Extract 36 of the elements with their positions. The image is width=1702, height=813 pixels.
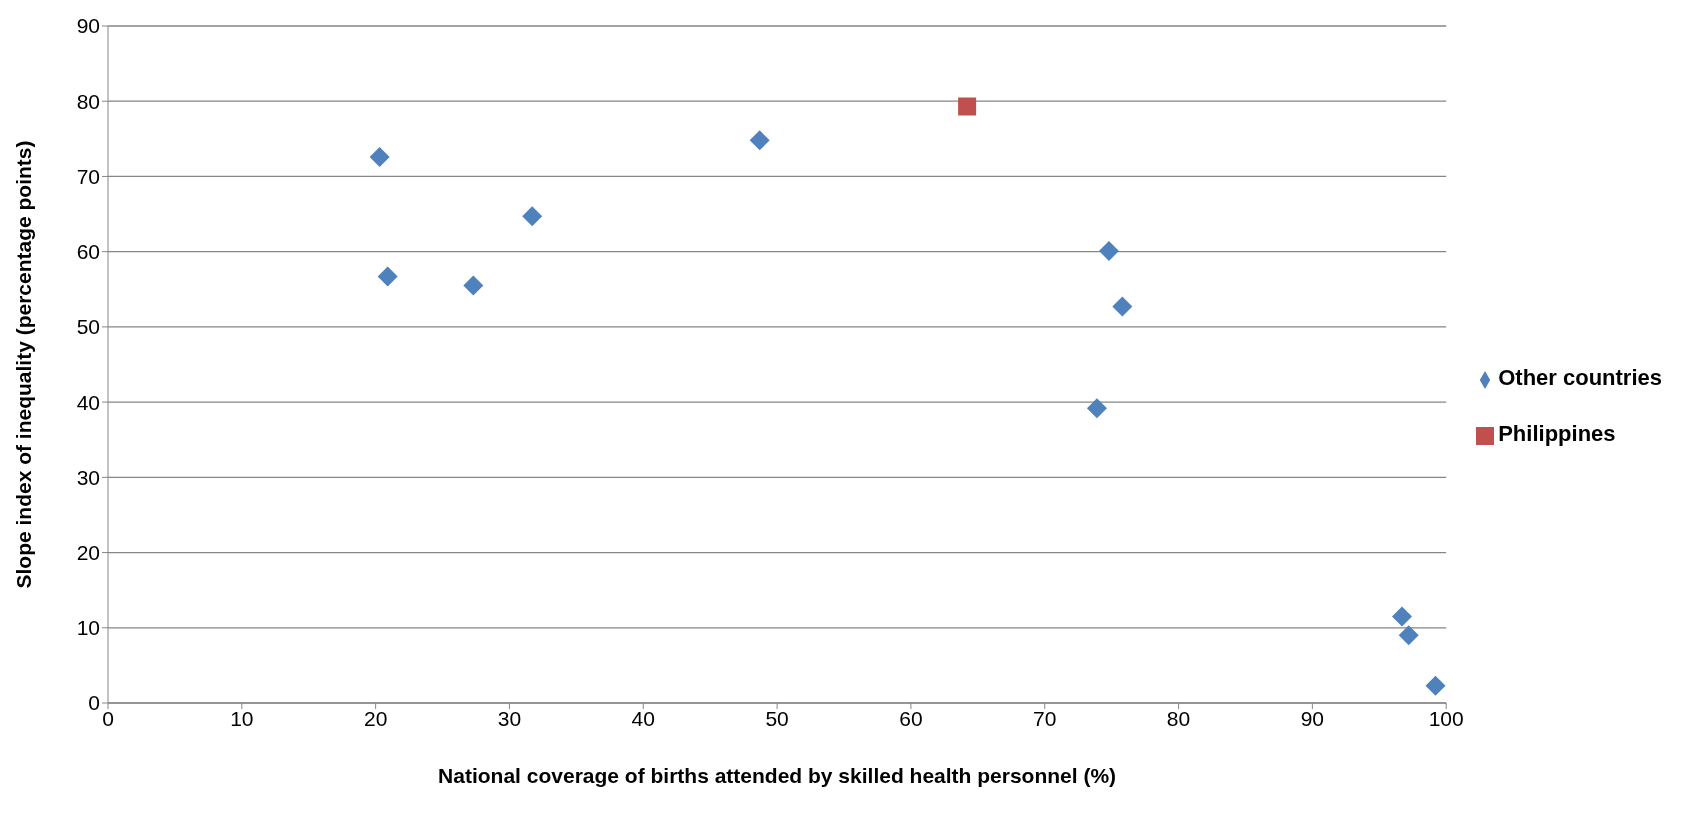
- point: [463, 275, 484, 296]
- point: [377, 266, 398, 287]
- legend-label: Other countries: [1498, 364, 1662, 390]
- x-tick-label: 100: [1428, 706, 1464, 730]
- x-tick-label: 80: [1166, 706, 1191, 730]
- y-tick-label: 10: [76, 616, 100, 640]
- y-tick-label: 20: [76, 541, 100, 565]
- x-tick-label: 90: [1300, 706, 1325, 730]
- y-tick-label: 40: [76, 390, 100, 414]
- point: [1112, 296, 1133, 317]
- y-tick-label: 0: [88, 691, 100, 715]
- x-tick-label: 30: [497, 706, 522, 730]
- x-tick-label: 20: [363, 706, 388, 730]
- y-tick-label: 60: [76, 240, 100, 264]
- legend-label: Philippines: [1498, 420, 1616, 446]
- y-axis-title: Slope index of inequality (percentage points): [12, 140, 36, 589]
- x-axis-title: National coverage of births attended by skilled health personnel (%): [438, 764, 1117, 787]
- x-tick-label: 50: [765, 706, 789, 730]
- point: [1392, 606, 1413, 627]
- point: [749, 130, 770, 151]
- point: [958, 97, 977, 116]
- point: [1086, 398, 1107, 419]
- point: [1098, 240, 1119, 261]
- point: [522, 206, 543, 227]
- x-tick-label: 10: [230, 706, 254, 730]
- x-tick-label: 60: [899, 706, 923, 730]
- y-tick-label: 80: [76, 89, 100, 113]
- x-tick-label: 40: [631, 706, 655, 730]
- y-tick-label: 30: [76, 465, 100, 489]
- y-tick-label: 70: [76, 164, 100, 188]
- y-tick-label: 90: [76, 14, 100, 38]
- point: [369, 146, 390, 167]
- y-tick-label: 50: [76, 315, 100, 339]
- point: [1398, 625, 1419, 646]
- x-tick-label: 70: [1033, 706, 1057, 730]
- point: [1425, 675, 1446, 696]
